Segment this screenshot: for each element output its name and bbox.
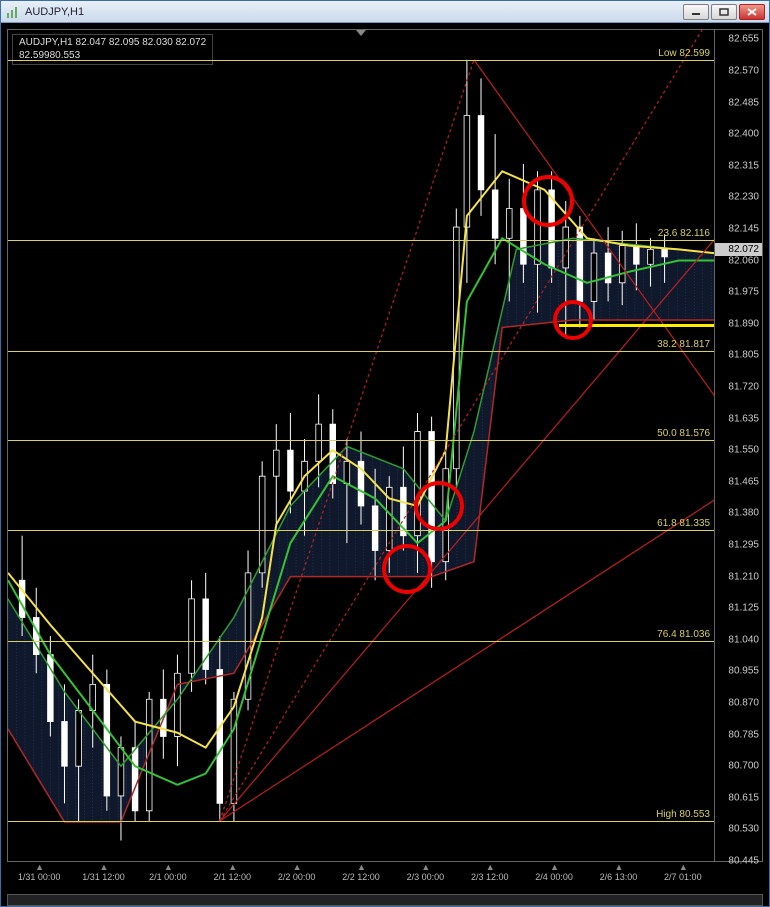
window-title: AUDJPY,H1	[25, 6, 681, 18]
ytick: 80.445	[728, 856, 759, 867]
ytick: 80.615	[728, 792, 759, 803]
xtick-mark: ▲	[486, 862, 494, 870]
fib-label: Low 82.599	[658, 48, 710, 59]
fib-line[interactable]	[8, 351, 714, 352]
ytick: 81.125	[728, 603, 759, 614]
ytick: 80.955	[728, 666, 759, 677]
app-icon	[5, 4, 21, 20]
ytick: 81.975	[728, 287, 759, 298]
ytick: 80.700	[728, 761, 759, 772]
xtick-label: 2/2 12:00	[342, 872, 380, 882]
ytick: 81.890	[728, 318, 759, 329]
fib-label: 50.0 81.576	[657, 428, 710, 439]
time-axis[interactable]: ▲ 1/31 00:00 ▲ 1/31 12:00 ▲ 2/1 00:00 ▲ 2/1 12:…	[7, 862, 715, 892]
xtick-label: 1/31 12:00	[82, 872, 125, 882]
ytick: 80.530	[728, 824, 759, 835]
info-line-1: AUDJPY,H1 82.047 82.095 82.030 82.072	[19, 37, 206, 50]
ytick: 81.295	[728, 539, 759, 550]
fib-label: 61.8 81.335	[657, 518, 710, 529]
ytick: 82.230	[728, 192, 759, 203]
xtick-label: 2/3 00:00	[407, 872, 445, 882]
fib-label: 76.4 81.036	[657, 629, 710, 640]
fib-line[interactable]	[8, 641, 714, 642]
fib-line[interactable]	[8, 240, 714, 241]
xtick-mark: ▲	[164, 862, 172, 870]
ytick: 81.720	[728, 381, 759, 392]
maximize-button[interactable]	[711, 4, 737, 20]
ytick: 81.040	[728, 634, 759, 645]
xtick-label: 2/1 12:00	[213, 872, 251, 882]
xtick-label: 1/31 00:00	[18, 872, 61, 882]
xtick-mark: ▲	[421, 862, 429, 870]
xtick-label: 2/2 00:00	[278, 872, 316, 882]
ytick: 82.315	[728, 160, 759, 171]
xtick-mark: ▲	[679, 862, 687, 870]
ytick: 81.805	[728, 350, 759, 361]
ytick: 81.635	[728, 413, 759, 424]
minimize-button[interactable]	[683, 4, 709, 20]
ytick: 82.145	[728, 223, 759, 234]
chart-window: AUDJPY,H1 AUDJPY,H1 82.047 82.095 82.030…	[0, 0, 770, 907]
fib-line[interactable]	[8, 530, 714, 531]
ytick: 82.655	[728, 34, 759, 45]
time-scrollbar[interactable]	[7, 894, 763, 906]
chart-area[interactable]: AUDJPY,H1 82.047 82.095 82.030 82.072 82…	[7, 29, 763, 892]
price-axis[interactable]: 82.655 82.570 82.485 82.400 82.315 82.230 82.1…	[715, 29, 763, 862]
annotation-circle[interactable]	[414, 481, 464, 531]
ytick: 81.380	[728, 508, 759, 519]
xtick-mark: ▲	[100, 862, 108, 870]
chart-overlay	[8, 30, 714, 861]
xtick-label: 2/3 12:00	[471, 872, 509, 882]
ytick: 81.465	[728, 476, 759, 487]
fib-label: 38.2 81.817	[657, 339, 710, 350]
close-button[interactable]	[739, 4, 765, 20]
annotation-circle[interactable]	[553, 300, 593, 340]
titlebar[interactable]: AUDJPY,H1	[1, 1, 769, 23]
xtick-label: 2/6 13:00	[600, 872, 638, 882]
annotation-circle[interactable]	[382, 544, 432, 594]
xtick-label: 2/7 01:00	[664, 872, 702, 882]
xtick-mark: ▲	[35, 862, 43, 870]
xtick-label: 2/1 00:00	[149, 872, 187, 882]
xtick-mark: ▲	[228, 862, 236, 870]
xtick-mark: ▲	[293, 862, 301, 870]
current-price-tag: 82.072	[715, 243, 762, 256]
annotation-circle[interactable]	[522, 175, 574, 227]
chart-menu-icon[interactable]	[356, 30, 366, 36]
xtick-mark: ▲	[550, 862, 558, 870]
ytick: 81.550	[728, 445, 759, 456]
fib-label: High 80.553	[656, 809, 710, 820]
fib-line[interactable]	[8, 60, 714, 61]
fib-label: 23.6 82.116	[658, 228, 710, 239]
xtick-label: 2/4 00:00	[535, 872, 573, 882]
ytick: 82.570	[728, 65, 759, 76]
ytick: 82.485	[728, 97, 759, 108]
ytick: 81.210	[728, 571, 759, 582]
ytick: 82.400	[728, 129, 759, 140]
chart-plot[interactable]: AUDJPY,H1 82.047 82.095 82.030 82.072 82…	[7, 29, 715, 862]
fib-line[interactable]	[8, 440, 714, 441]
xtick-mark: ▲	[357, 862, 365, 870]
fib-line[interactable]	[8, 821, 714, 822]
ytick: 80.870	[728, 697, 759, 708]
xtick-mark: ▲	[614, 862, 622, 870]
ytick: 80.785	[728, 729, 759, 740]
ytick: 82.060	[728, 255, 759, 266]
